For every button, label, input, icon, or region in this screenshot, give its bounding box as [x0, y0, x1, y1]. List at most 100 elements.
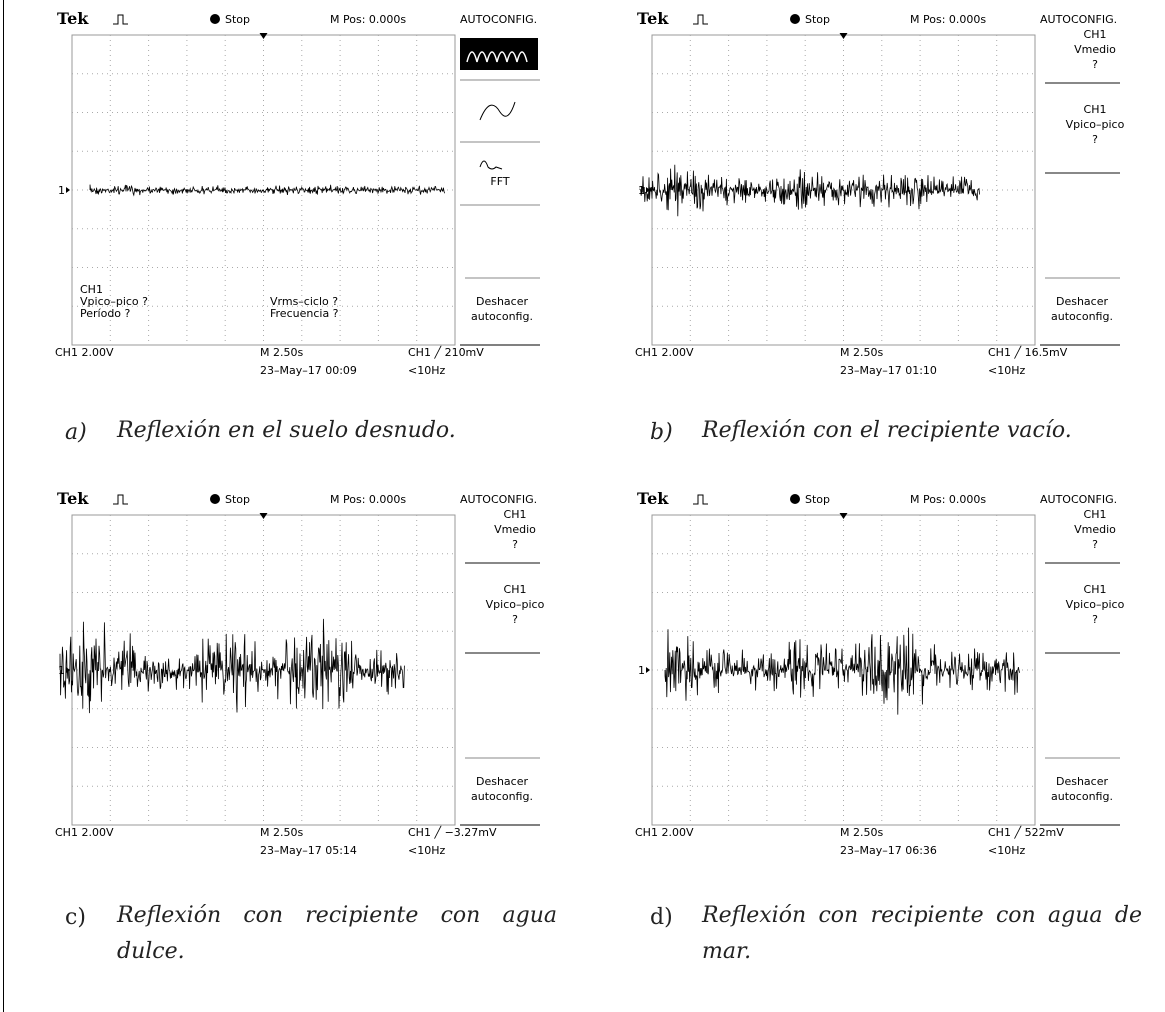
m-pos: M Pos: 0.000s	[330, 493, 406, 506]
oscilloscope-screen: Tek Stop M Pos: 0.000s AUTOCONFIG. 1 CH1 Vmedi…	[635, 490, 1125, 862]
trigger-icon	[113, 495, 128, 504]
footer-freq: <10Hz	[988, 364, 1025, 377]
oscilloscope-screen: Tek Stop M Pos: 0.000s AUTOCONFIG. 1 FFT Desha…	[55, 10, 545, 382]
menu-item: ?	[512, 538, 518, 551]
menu-item: CH1	[1084, 28, 1107, 41]
channel-marker: 1	[638, 664, 645, 677]
menu-item: CH1	[1084, 508, 1107, 521]
caption-text: Reflexión en el suelo desnudo.	[117, 413, 557, 449]
icon-fft	[480, 161, 502, 169]
mode: AUTOCONFIG.	[460, 493, 537, 506]
waveform	[640, 165, 980, 217]
m-pos: M Pos: 0.000s	[910, 13, 986, 26]
menu-item: Vmedio	[1074, 523, 1116, 536]
menu-item: ?	[1092, 613, 1098, 626]
trigger-arrow	[840, 33, 848, 39]
trigger-icon	[693, 495, 708, 504]
channel-arrow	[66, 187, 70, 193]
footer-trigger: CH1 ╱ 210mV	[408, 345, 484, 359]
menu-item: CH1	[1084, 103, 1107, 116]
footer-freq: <10Hz	[408, 364, 445, 377]
footer-freq: <10Hz	[408, 844, 445, 857]
caption: c)Reflexión con recipiente con agua dulc…	[65, 905, 565, 985]
footer-date: 23–May–17 06:36	[840, 844, 937, 857]
mode: AUTOCONFIG.	[1040, 493, 1117, 506]
footer-freq: <10Hz	[988, 844, 1025, 857]
mode: AUTOCONFIG.	[1040, 13, 1117, 26]
waveform	[90, 185, 445, 196]
footer-time: M 2.50s	[840, 826, 883, 839]
menu-item: ?	[1092, 538, 1098, 551]
left-border	[3, 0, 4, 1012]
caption-label: c)	[65, 905, 86, 930]
caption: d)Reflexión con recipiente con agua de m…	[650, 905, 1150, 985]
measurement: Frecuencia ?	[270, 307, 339, 320]
caption-label: d)	[650, 905, 673, 930]
caption-label: a)	[65, 420, 87, 445]
menu-undo: autoconfig.	[471, 310, 533, 323]
footer-channel: CH1 2.00V	[55, 826, 114, 839]
trigger-arrow	[840, 513, 848, 519]
stop-dot	[210, 494, 220, 504]
menu-item: Vmedio	[1074, 43, 1116, 56]
m-pos: M Pos: 0.000s	[330, 13, 406, 26]
brand: Tek	[57, 10, 89, 28]
footer-trigger: CH1 ╱ 16.5mV	[988, 345, 1068, 359]
footer-trigger: CH1 ╱ −3.27mV	[408, 825, 497, 839]
menu-item: CH1	[504, 508, 527, 521]
menu-undo: Deshacer	[1056, 295, 1108, 308]
footer-date: 23–May–17 01:10	[840, 364, 937, 377]
brand: Tek	[637, 10, 669, 28]
caption-text: Reflexión con recipiente con agua de mar…	[702, 898, 1142, 970]
menu-item: ?	[1092, 58, 1098, 71]
menu-item: Vpico–pico	[486, 598, 545, 611]
status: Stop	[225, 493, 250, 506]
caption: a)Reflexión en el suelo desnudo.	[65, 420, 565, 500]
status: Stop	[805, 493, 830, 506]
footer-channel: CH1 2.00V	[55, 346, 114, 359]
icon-sine	[480, 102, 515, 120]
footer-time: M 2.50s	[260, 346, 303, 359]
menu-undo: autoconfig.	[1051, 310, 1113, 323]
channel-marker: 1	[58, 184, 65, 197]
menu-item: CH1	[1084, 583, 1107, 596]
waveform	[60, 619, 404, 713]
menu-undo: autoconfig.	[1051, 790, 1113, 803]
page: Tek Stop M Pos: 0.000s AUTOCONFIG. 1 FFT Desha…	[0, 0, 1165, 1012]
waveform	[665, 628, 1020, 715]
brand: Tek	[57, 490, 89, 508]
measurement: Período ?	[80, 307, 131, 320]
caption-label: b)	[650, 420, 673, 445]
menu-item: CH1	[504, 583, 527, 596]
mode: AUTOCONFIG.	[460, 13, 537, 26]
menu-item: ?	[1092, 133, 1098, 146]
footer-channel: CH1 2.00V	[635, 826, 694, 839]
footer-channel: CH1 2.00V	[635, 346, 694, 359]
trigger-arrow	[260, 33, 268, 39]
trigger-arrow	[260, 513, 268, 519]
status: Stop	[225, 13, 250, 26]
menu-fft: FFT	[490, 175, 509, 188]
brand: Tek	[637, 490, 669, 508]
m-pos: M Pos: 0.000s	[910, 493, 986, 506]
stop-dot	[790, 494, 800, 504]
menu-item: Vpico–pico	[1066, 598, 1125, 611]
menu-undo: autoconfig.	[471, 790, 533, 803]
menu-item: Vmedio	[494, 523, 536, 536]
footer-time: M 2.50s	[260, 826, 303, 839]
channel-arrow	[646, 667, 650, 673]
footer-time: M 2.50s	[840, 346, 883, 359]
caption: b)Reflexión con el recipiente vacío.	[650, 420, 1150, 500]
menu-undo: Deshacer	[476, 295, 528, 308]
footer-date: 23–May–17 05:14	[260, 844, 357, 857]
caption-text: Reflexión con el recipiente vacío.	[702, 413, 1142, 449]
footer-date: 23–May–17 00:09	[260, 364, 357, 377]
footer-trigger: CH1 ╱ 522mV	[988, 825, 1064, 839]
stop-dot	[210, 14, 220, 24]
trigger-icon	[693, 15, 708, 24]
menu-item: ?	[512, 613, 518, 626]
menu-undo: Deshacer	[1056, 775, 1108, 788]
caption-text: Reflexión con recipiente con agua dulce.	[117, 898, 557, 970]
status: Stop	[805, 13, 830, 26]
